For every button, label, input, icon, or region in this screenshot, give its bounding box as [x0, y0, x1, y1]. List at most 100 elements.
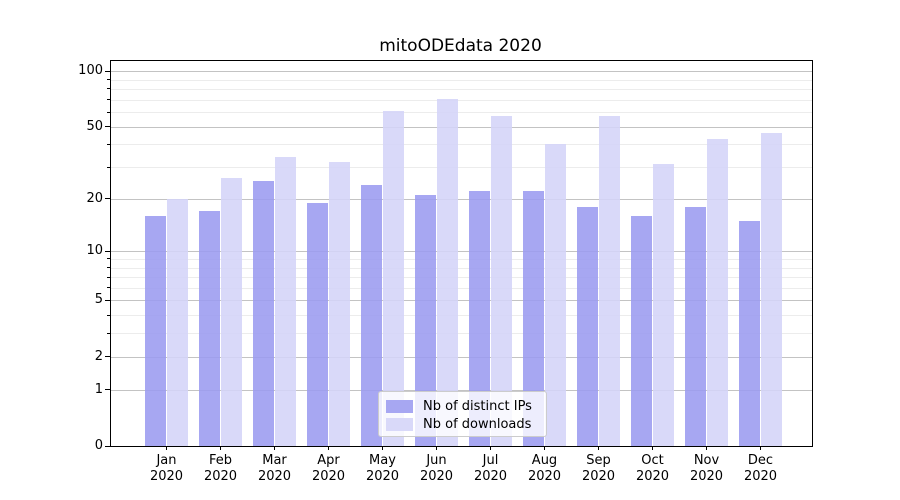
ytick-label-10: 10 [86, 243, 103, 259]
ytick-label-20: 20 [86, 190, 103, 206]
ytick-minor-90 [107, 79, 110, 80]
bar-distinct-ips-sep [577, 206, 598, 446]
bar-distinct-ips-jul [469, 191, 490, 446]
gridline-minor-80 [111, 88, 812, 90]
bar-downloads-mar [275, 157, 296, 446]
xtick-apr [328, 446, 329, 450]
gridline-minor-60 [111, 112, 812, 113]
ytick-minor-60 [107, 111, 110, 113]
bar-downloads-jun [437, 98, 458, 446]
xtick-may [382, 446, 383, 450]
gridline-minor-90 [111, 79, 812, 81]
ytick-minor-7 [107, 276, 110, 278]
ytick-label-100: 100 [78, 63, 103, 78]
xtick-feb [220, 446, 221, 450]
ytick-2 [105, 356, 110, 358]
xtick-jul [490, 446, 491, 450]
gridline-minor-6 [111, 287, 812, 289]
ytick-minor-30 [107, 166, 110, 168]
ytick-minor-80 [107, 88, 110, 90]
bar-downloads-nov [707, 138, 728, 446]
ytick-20 [105, 198, 110, 200]
axis-layer: 0 1 2 5 10 20 50 100 Jan 2020 Feb 2020 Mar 2020 Apr 202… [78, 61, 812, 484]
xtick-label-jul: Jul 2020 [473, 453, 508, 484]
gridline-major-5 [111, 300, 812, 302]
xtick-mar [274, 446, 275, 450]
xtick-oct [652, 446, 653, 450]
ytick-10 [105, 250, 110, 252]
bar-downloads-jul [491, 116, 512, 446]
xtick-label-aug: Aug 2020 [527, 453, 562, 484]
ytick-label-5: 5 [94, 292, 103, 308]
ytick-100 [105, 70, 110, 72]
bars-layer [111, 61, 812, 446]
bar-downloads-sep [599, 116, 620, 446]
ytick-minor-3 [107, 332, 110, 334]
xtick-label-jun: Jun 2020 [419, 453, 454, 484]
bar-distinct-ips-aug [523, 191, 544, 446]
legend-item-distinct-ips: Nb of distinct IPs [386, 397, 539, 415]
ytick-50 [105, 126, 110, 127]
ytick-5 [105, 299, 110, 301]
legend-swatch-distinct-ips [386, 399, 413, 413]
bar-downloads-jan [167, 198, 188, 446]
xtick-jun [436, 446, 437, 450]
bar-distinct-ips-nov [685, 206, 706, 446]
grid-layer [111, 61, 812, 446]
gridline-major-100 [111, 71, 812, 72]
chart-title: mitoODEdata 2020 [379, 36, 542, 56]
bar-distinct-ips-jun [415, 194, 436, 446]
legend: Nb of distinct IPs Nb of downloads [378, 391, 547, 437]
ytick-minor-40 [107, 143, 110, 145]
legend-label-downloads: Nb of downloads [423, 416, 532, 432]
bar-distinct-ips-jan [145, 215, 166, 446]
ytick-label-0: 0 [94, 438, 103, 453]
legend-item-downloads: Nb of downloads [386, 415, 539, 433]
ytick-label-1: 1 [94, 381, 103, 397]
gridline-minor-9 [111, 258, 812, 260]
xtick-label-oct: Oct 2020 [635, 453, 670, 484]
bar-downloads-oct [653, 164, 674, 446]
ytick-minor-9 [107, 258, 110, 260]
bar-downloads-feb [221, 178, 242, 446]
bar-distinct-ips-feb [199, 211, 220, 446]
gridline-major-20 [111, 198, 812, 200]
gridline-major-1 [111, 389, 812, 391]
xtick-label-sep: Sep 2020 [581, 453, 616, 484]
xtick-label-apr: Apr 2020 [311, 453, 346, 484]
plot-area: 0 1 2 5 10 20 50 100 Jan 2020 Feb 2020 Mar 2020 Apr 202… [78, 60, 813, 484]
bar-distinct-ips-dec [739, 220, 760, 446]
xtick-nov [706, 446, 707, 450]
xtick-label-jan: Jan 2020 [149, 453, 184, 484]
bar-downloads-dec [761, 133, 782, 446]
bar-distinct-ips-oct [631, 215, 652, 446]
bar-distinct-ips-may [361, 184, 382, 446]
xtick-label-feb: Feb 2020 [203, 453, 238, 484]
gridline-minor-70 [111, 99, 812, 101]
gridline-minor-8 [111, 267, 812, 269]
ytick-minor-6 [107, 287, 110, 289]
xtick-dec [760, 446, 761, 450]
ytick-minor-8 [107, 267, 110, 268]
gridline-minor-4 [111, 315, 812, 317]
bar-downloads-apr [329, 161, 350, 446]
gridline-major-50 [111, 126, 812, 128]
bar-distinct-ips-apr [307, 202, 328, 446]
xtick-label-mar: Mar 2020 [257, 453, 292, 484]
gridline-minor-7 [111, 277, 812, 278]
ytick-minor-4 [107, 314, 110, 316]
ytick-1 [105, 389, 110, 391]
ytick-0 [105, 445, 110, 447]
xtick-label-nov: Nov 2020 [689, 453, 724, 484]
ytick-minor-70 [107, 99, 110, 101]
bar-downloads-aug [545, 144, 566, 446]
bar-downloads-may [383, 110, 404, 446]
ytick-label-2: 2 [94, 348, 103, 364]
xtick-label-may: May 2020 [365, 453, 400, 484]
gridline-minor-30 [111, 167, 812, 168]
ytick-label-50: 50 [86, 118, 103, 134]
gridline-minor-40 [111, 144, 812, 146]
bar-distinct-ips-mar [253, 181, 274, 446]
gridline-major-2 [111, 356, 812, 358]
